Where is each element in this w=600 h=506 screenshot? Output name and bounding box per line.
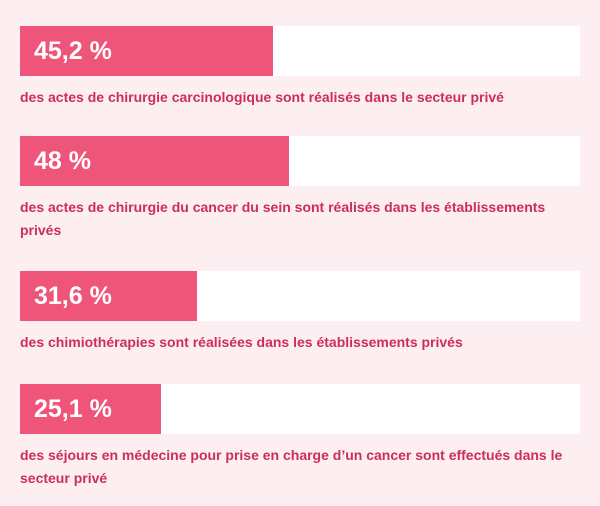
bar-value-label: 45,2 % [34,37,112,65]
bar-fill [20,26,273,76]
bar-fill [20,271,197,321]
stat-caption: des chimiothérapies sont réalisées dans … [20,334,463,350]
stat-item: 31,6 % des chimiothérapies sont réalisée… [20,271,580,354]
bar-fill [20,136,289,186]
bar-value-label: 48 % [34,147,91,175]
stat-item: 25,1 % des séjours en médecine pour pris… [20,384,580,490]
bar-track: 45,2 % [20,26,580,76]
stat-item: 45,2 % des actes de chirurgie carcinolog… [20,26,580,109]
bar-track: 48 % [20,136,580,186]
stat-caption: des séjours en médecine pour prise en ch… [20,447,563,486]
bar-value-label: 25,1 % [34,395,112,423]
stat-caption: des actes de chirurgie du cancer du sein… [20,199,546,238]
bar-track: 31,6 % [20,271,580,321]
stat-caption: des actes de chirurgie carcinologique so… [20,89,504,105]
bar-value-label: 31,6 % [34,282,112,310]
bar-track: 25,1 % [20,384,580,434]
bar-fill [20,384,161,434]
stat-item: 48 % des actes de chirurgie du cancer du… [20,136,580,242]
